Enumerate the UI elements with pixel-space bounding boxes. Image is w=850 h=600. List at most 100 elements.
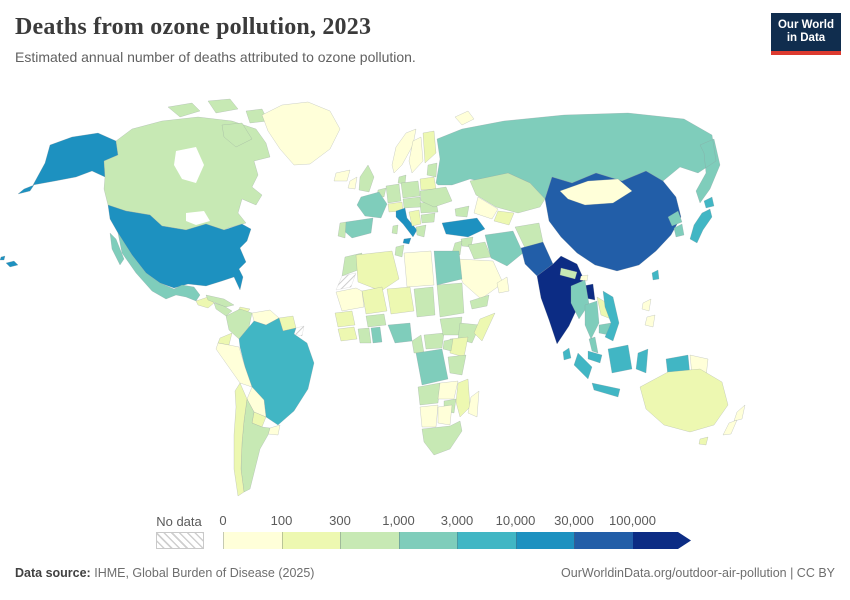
- country-sardinia[interactable]: [391, 224, 399, 235]
- country-sri-lanka[interactable]: [562, 347, 572, 361]
- country-cuba[interactable]: [205, 294, 235, 308]
- country-bhutan[interactable]: [579, 274, 589, 282]
- country-australia-tasmania[interactable]: [698, 436, 709, 446]
- legend-bin-3[interactable]: [340, 532, 399, 549]
- country-oman[interactable]: [496, 276, 510, 294]
- country-mexico[interactable]: [109, 232, 201, 302]
- country-new-zealand-north[interactable]: [733, 404, 746, 422]
- legend-bin-6[interactable]: [515, 532, 574, 549]
- country-turkmenistan[interactable]: [493, 210, 515, 226]
- country-senegal[interactable]: [334, 310, 356, 328]
- country-nigeria[interactable]: [387, 322, 413, 344]
- footer-credit[interactable]: OurWorldinData.org/outdoor-air-pollution…: [561, 566, 835, 580]
- country-greenland[interactable]: [261, 101, 341, 166]
- country-zambia[interactable]: [437, 380, 459, 400]
- country-sudan[interactable]: [436, 282, 465, 318]
- country-dr-congo[interactable]: [415, 348, 449, 386]
- country-germany[interactable]: [385, 183, 402, 204]
- country-mongolia[interactable]: [559, 178, 633, 206]
- country-spain[interactable]: [342, 217, 374, 239]
- no-data-swatch[interactable]: [156, 532, 204, 549]
- country-czechia[interactable]: [402, 196, 422, 209]
- country-mali[interactable]: [361, 286, 388, 315]
- country-central-african-republic[interactable]: [423, 332, 445, 350]
- country-kazakhstan[interactable]: [469, 172, 546, 214]
- country-egypt[interactable]: [433, 250, 463, 286]
- country-nepal[interactable]: [559, 267, 578, 280]
- legend-bin-8[interactable]: [633, 532, 692, 549]
- country-finland[interactable]: [422, 130, 437, 164]
- country-ukraine[interactable]: [419, 186, 453, 208]
- country-japan[interactable]: [689, 208, 713, 244]
- country-botswana[interactable]: [437, 404, 453, 426]
- country-hawaii[interactable]: [0, 255, 19, 268]
- country-yemen[interactable]: [469, 294, 490, 310]
- country-saudi-arabia[interactable]: [455, 258, 504, 300]
- country-canada-baffin[interactable]: [221, 122, 253, 148]
- country-caucasus[interactable]: [454, 205, 470, 218]
- country-japan-hokkaido[interactable]: [703, 196, 715, 209]
- country-mauritania[interactable]: [335, 287, 365, 312]
- country-bulgaria[interactable]: [420, 212, 436, 224]
- country-iceland[interactable]: [333, 169, 351, 182]
- country-western-sahara[interactable]: [335, 272, 357, 291]
- country-burkina-faso[interactable]: [365, 313, 387, 328]
- country-niger[interactable]: [386, 286, 415, 315]
- country-australia[interactable]: [639, 368, 729, 433]
- country-sicily[interactable]: [402, 237, 412, 245]
- legend-bin-4[interactable]: [398, 532, 457, 549]
- country-indonesia-borneo[interactable]: [607, 344, 633, 374]
- country-algeria[interactable]: [355, 250, 400, 292]
- country-libya[interactable]: [403, 250, 435, 288]
- country-cameroon[interactable]: [411, 334, 425, 354]
- country-uruguay[interactable]: [267, 424, 281, 436]
- country-portugal[interactable]: [337, 221, 347, 239]
- country-guinea[interactable]: [337, 326, 358, 342]
- owid-logo[interactable]: Our World in Data: [771, 13, 841, 55]
- country-mozambique[interactable]: [455, 378, 471, 418]
- country-canada-arctic-1[interactable]: [167, 102, 201, 118]
- country-ghana[interactable]: [370, 326, 383, 344]
- country-vietnam[interactable]: [602, 290, 620, 342]
- country-south-africa[interactable]: [421, 420, 463, 456]
- country-poland[interactable]: [400, 180, 421, 199]
- country-novaya-zemlya[interactable]: [454, 110, 475, 126]
- country-angola[interactable]: [417, 382, 441, 406]
- country-namibia[interactable]: [419, 404, 439, 428]
- country-new-zealand-south[interactable]: [722, 419, 738, 436]
- country-iran[interactable]: [484, 230, 524, 267]
- country-malaysia[interactable]: [587, 350, 603, 364]
- country-baltics[interactable]: [426, 162, 438, 178]
- country-south-korea[interactable]: [673, 223, 685, 238]
- country-united-kingdom[interactable]: [358, 164, 375, 193]
- country-canada-arctic-2[interactable]: [207, 98, 239, 114]
- country-belarus[interactable]: [419, 176, 437, 191]
- country-indonesia-sulawesi[interactable]: [635, 348, 649, 374]
- country-uzbekistan[interactable]: [473, 196, 499, 220]
- legend-bin-5[interactable]: [457, 532, 516, 549]
- legend-bin-7[interactable]: [574, 532, 633, 549]
- country-uganda[interactable]: [442, 338, 454, 352]
- country-norway[interactable]: [391, 128, 417, 174]
- legend-bin-1[interactable]: [223, 532, 282, 549]
- country-philippines[interactable]: [641, 298, 656, 328]
- country-tunisia[interactable]: [394, 244, 405, 258]
- country-myanmar[interactable]: [570, 279, 590, 320]
- country-ivory-coast[interactable]: [357, 327, 372, 344]
- legend-bin-2[interactable]: [281, 532, 340, 549]
- country-greece[interactable]: [415, 224, 427, 238]
- country-italy[interactable]: [395, 207, 418, 238]
- country-sweden[interactable]: [408, 136, 424, 174]
- country-madagascar[interactable]: [467, 390, 480, 418]
- country-chad[interactable]: [413, 286, 436, 318]
- country-indonesia-sumatra[interactable]: [573, 352, 593, 380]
- country-taiwan[interactable]: [651, 269, 660, 281]
- country-chile[interactable]: [233, 382, 248, 497]
- country-balkans[interactable]: [408, 209, 422, 227]
- country-north-korea[interactable]: [667, 210, 683, 227]
- country-somalia[interactable]: [473, 312, 496, 342]
- country-turkey[interactable]: [441, 217, 486, 238]
- country-tanzania[interactable]: [447, 354, 467, 376]
- country-thailand[interactable]: [584, 300, 600, 354]
- country-france[interactable]: [356, 191, 388, 219]
